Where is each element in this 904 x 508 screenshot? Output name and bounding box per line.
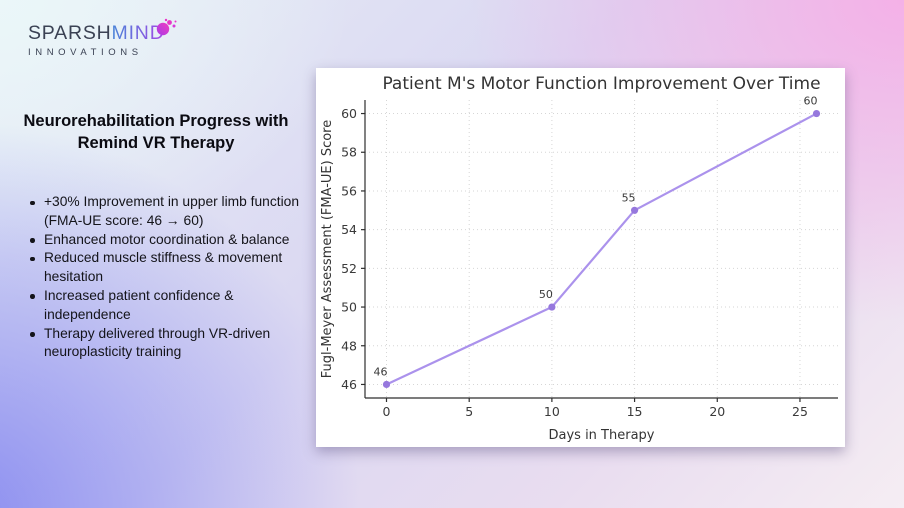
brand-subtitle: INNOVATIONS: [28, 47, 143, 58]
svg-text:25: 25: [792, 404, 808, 419]
chart-card: 0 5 10 15 20 25 46 48 50 52 54 56 58 60 46 50 55 60 Patien…: [316, 68, 845, 447]
bullet-item: Therapy delivered through VR-driven neur…: [28, 325, 304, 363]
svg-text:10: 10: [544, 404, 560, 419]
bullet-item: Enhanced motor coordination & balance: [28, 231, 304, 250]
svg-text:60: 60: [341, 106, 357, 121]
brand-wordmark: SPARSHMIND: [28, 18, 177, 44]
svg-text:55: 55: [622, 191, 636, 204]
svg-text:15: 15: [627, 404, 643, 419]
svg-text:52: 52: [341, 261, 357, 276]
svg-text:46: 46: [374, 365, 388, 378]
svg-text:20: 20: [709, 404, 725, 419]
paint-splash-icon: [156, 18, 177, 36]
slide-heading: Neurorehabilitation Progress with Remind…: [23, 112, 289, 152]
brand-part-sparsh: SPARSH: [28, 22, 112, 44]
svg-text:54: 54: [341, 222, 357, 237]
svg-text:56: 56: [341, 183, 357, 198]
bullet-item: Reduced muscle stiffness & movement hesi…: [28, 249, 304, 287]
svg-text:50: 50: [539, 288, 553, 301]
svg-text:Days in Therapy: Days in Therapy: [549, 428, 655, 443]
svg-text:46: 46: [341, 377, 357, 392]
motor-function-line-chart: 0 5 10 15 20 25464850525456586046505560Patien…: [320, 74, 838, 443]
svg-text:48: 48: [341, 338, 357, 353]
svg-text:Patient M's Motor Function Imp: Patient M's Motor Function Improvement O…: [382, 74, 820, 94]
svg-text:58: 58: [341, 145, 357, 160]
bullet-item: Increased patient confidence & independe…: [28, 287, 304, 325]
bullet-item: +30% Improvement in upper limb function …: [28, 193, 304, 231]
svg-text:Fugl-Meyer Assessment (FMA-UE): Fugl-Meyer Assessment (FMA-UE) Score: [320, 120, 335, 378]
brand-logo: SPARSHMIND INNOVATIONS: [28, 18, 177, 58]
svg-text:5: 5: [465, 404, 473, 419]
svg-text:60: 60: [804, 95, 818, 108]
svg-text:50: 50: [341, 300, 357, 315]
svg-text:0: 0: [383, 404, 391, 419]
brand-part-mind: MIND: [111, 22, 165, 44]
benefit-bullet-list: +30% Improvement in upper limb function …: [28, 193, 304, 362]
